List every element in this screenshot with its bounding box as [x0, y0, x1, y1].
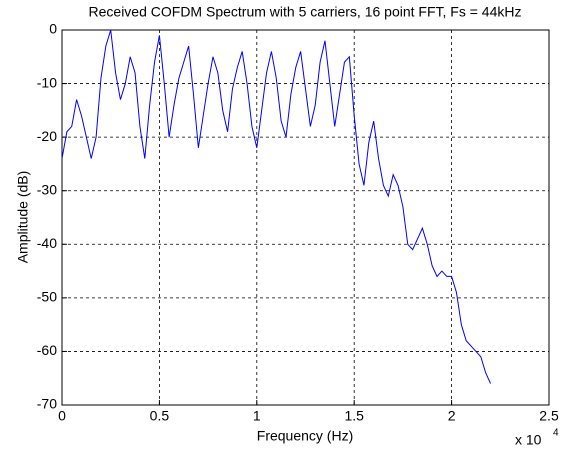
x-tick-label: 1 — [253, 408, 261, 424]
x-axis-label: Frequency (Hz) — [257, 428, 353, 444]
y-tick-label: -10 — [37, 74, 57, 90]
y-tick-label: -40 — [37, 235, 57, 251]
y-tick-label: -70 — [37, 396, 57, 412]
chart-title: Received COFDM Spectrum with 5 carriers,… — [89, 4, 522, 20]
x-tick-label: 0.5 — [150, 408, 170, 424]
x-tick-label: 2 — [448, 408, 456, 424]
y-tick-label: -30 — [37, 181, 57, 197]
line-series — [61, 29, 492, 384]
y-tick-label: 0 — [49, 21, 57, 37]
x-multiplier-exponent: 4 — [553, 428, 559, 439]
x-tick-label: 1.5 — [344, 408, 364, 424]
x-multiplier: x 10 — [515, 432, 542, 448]
x-tick-label: 0 — [58, 408, 66, 424]
y-tick-label: -20 — [37, 128, 57, 144]
plot-frame — [61, 29, 550, 406]
y-tick-label: -50 — [37, 289, 57, 305]
y-axis-label: Amplitude (dB) — [15, 171, 31, 264]
y-tick-label: -60 — [37, 342, 57, 358]
x-tick-label: 2.5 — [539, 408, 559, 424]
